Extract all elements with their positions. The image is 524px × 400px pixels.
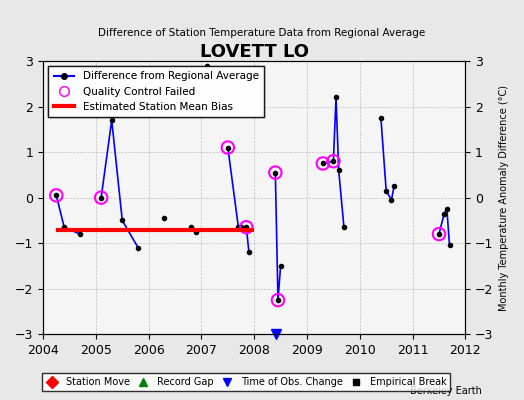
Y-axis label: Monthly Temperature Anomaly Difference (°C): Monthly Temperature Anomaly Difference (… — [499, 85, 509, 311]
Point — [319, 160, 327, 167]
Legend: Difference from Regional Average, Quality Control Failed, Estimated Station Mean: Difference from Regional Average, Qualit… — [48, 66, 264, 117]
Point — [52, 192, 60, 198]
Legend: Station Move, Record Gap, Time of Obs. Change, Empirical Break: Station Move, Record Gap, Time of Obs. C… — [42, 373, 450, 391]
Point — [329, 158, 337, 164]
Point — [435, 231, 443, 237]
Point — [274, 297, 282, 303]
Point — [271, 169, 279, 176]
Text: Berkeley Earth: Berkeley Earth — [410, 386, 482, 396]
Point — [242, 224, 250, 230]
Title: LOVETT LO: LOVETT LO — [200, 43, 309, 61]
Text: Difference of Station Temperature Data from Regional Average: Difference of Station Temperature Data f… — [99, 28, 425, 38]
Point — [97, 194, 105, 201]
Point — [224, 144, 232, 151]
